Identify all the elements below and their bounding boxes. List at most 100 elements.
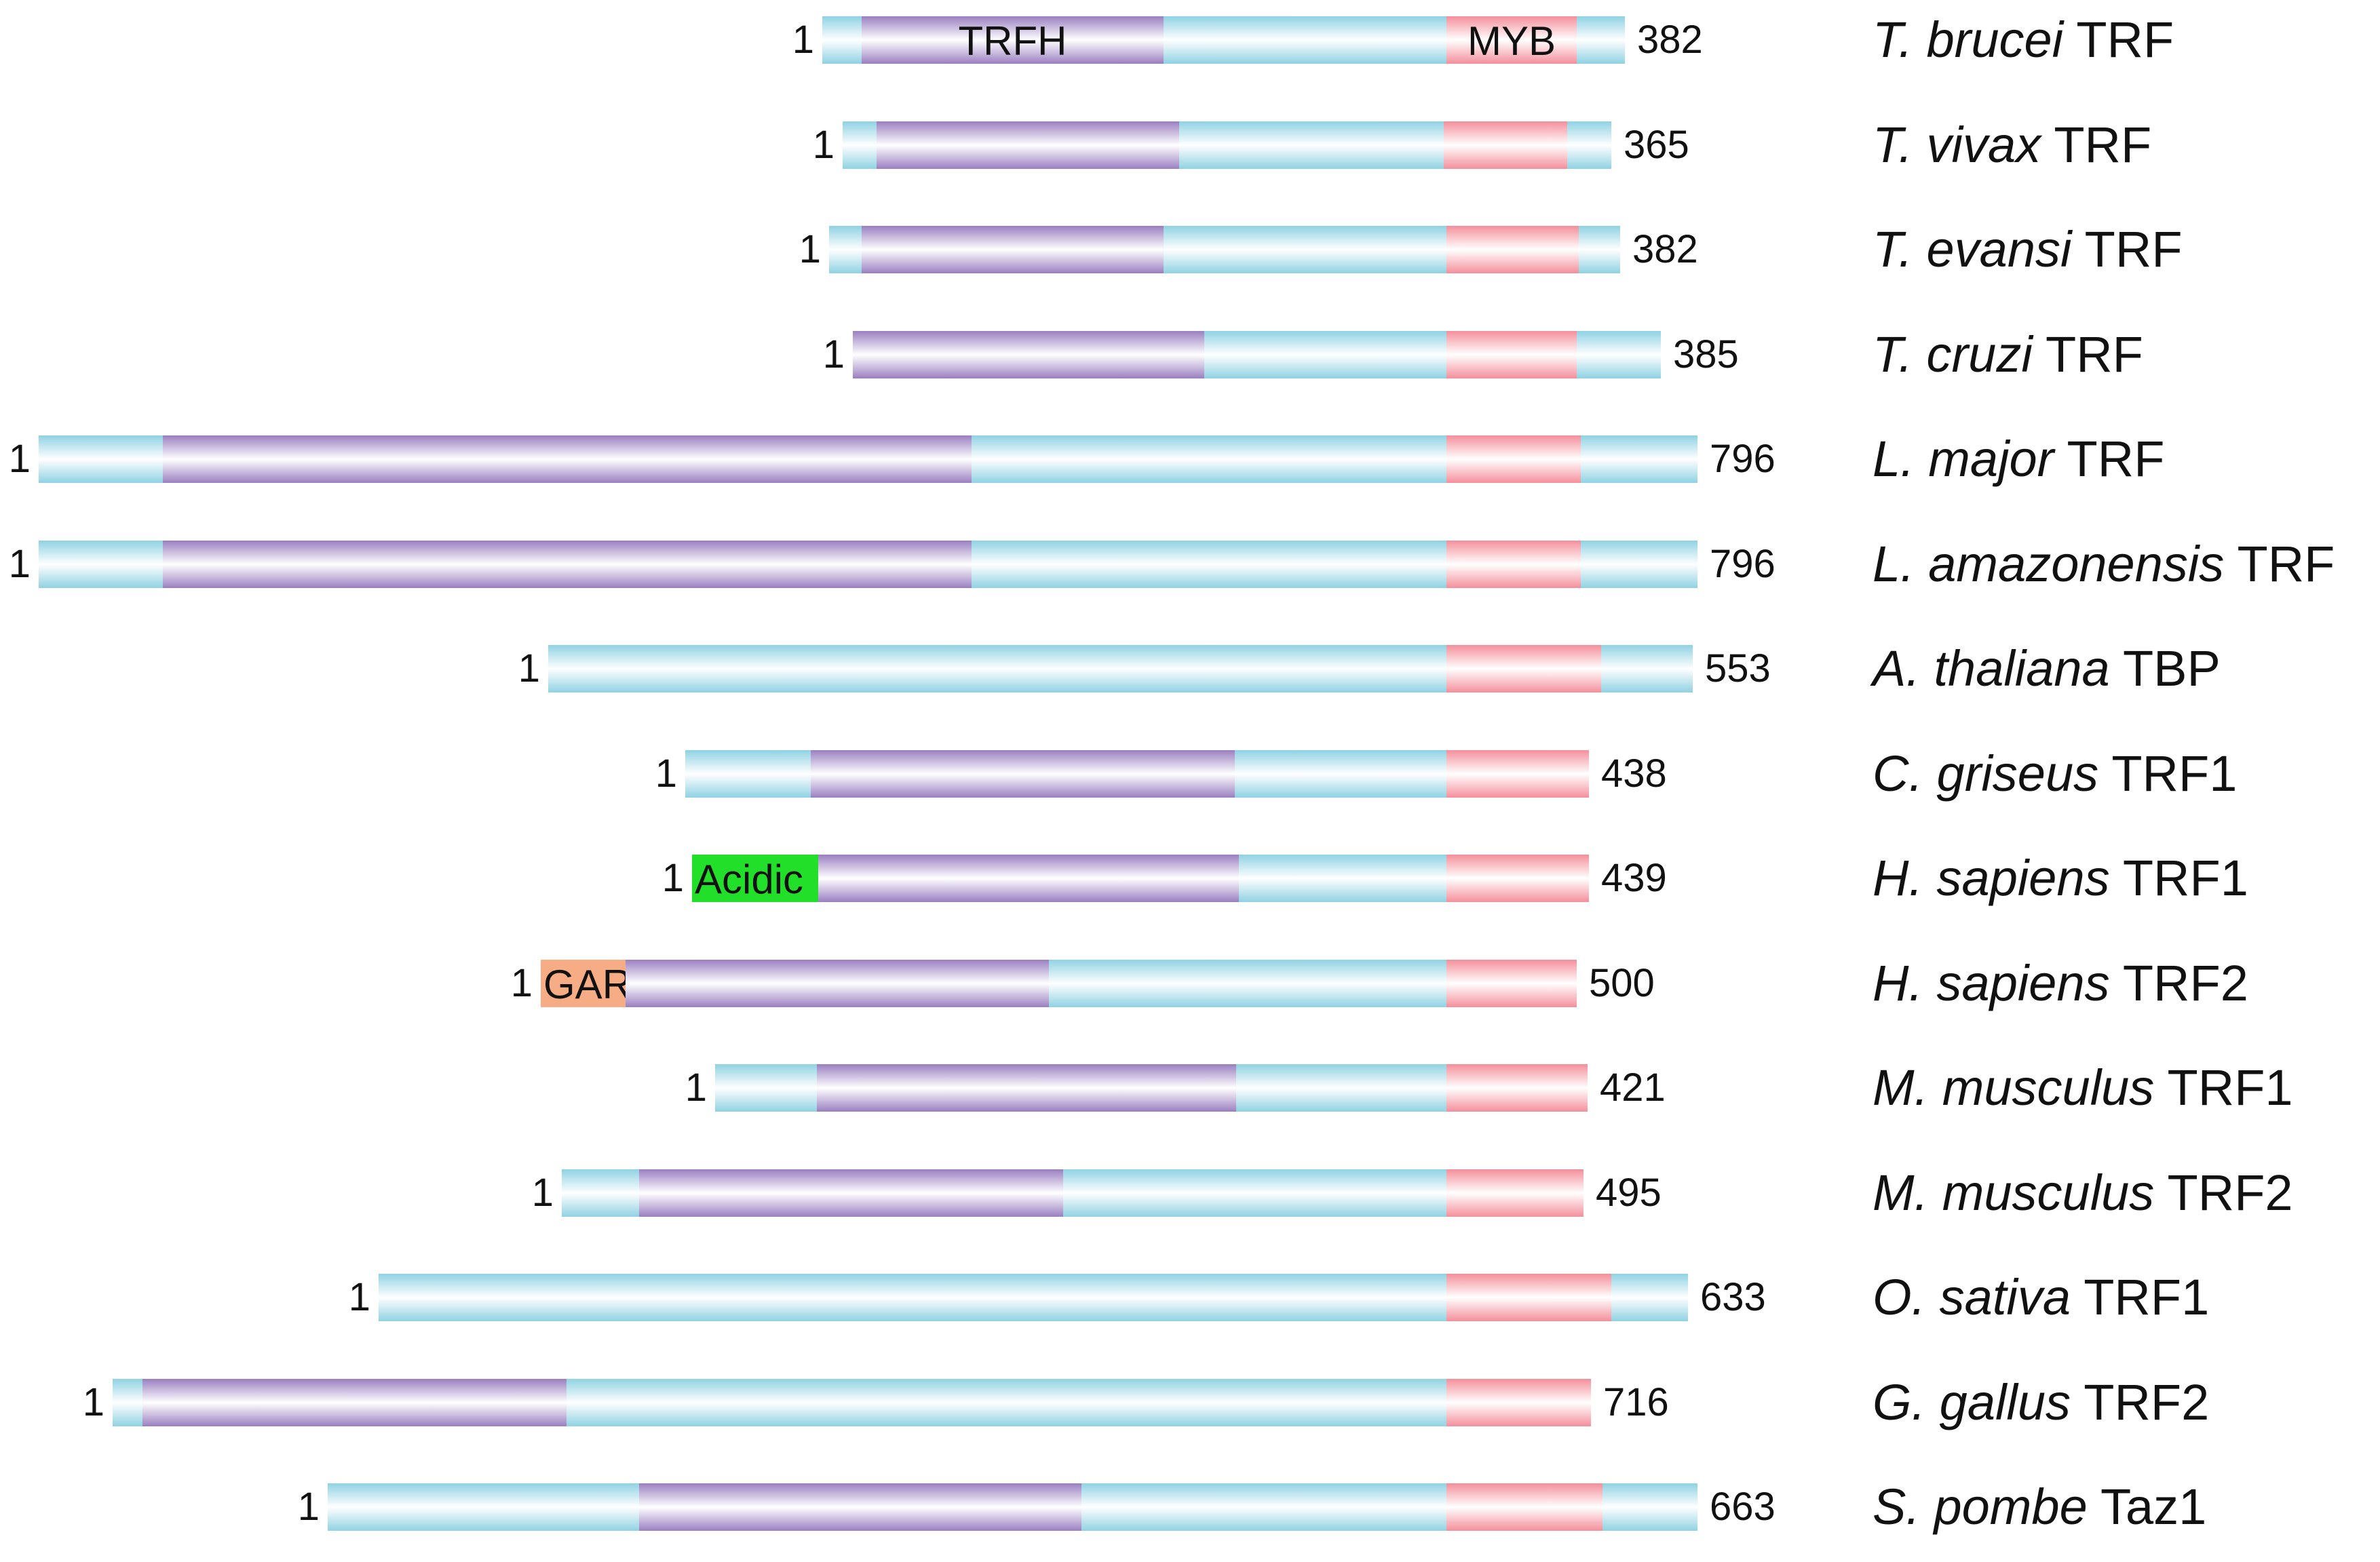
protein-name: TRF (2067, 431, 2165, 487)
protein-row: 1 385 T. cruzi TRF (0, 315, 2380, 410)
protein-name-label: T. cruzi TRF (1873, 324, 2143, 385)
species-name: T. brucei (1873, 12, 2064, 68)
end-position-label: 385 (1673, 332, 1739, 376)
species-name: T. vivax (1873, 116, 2041, 173)
protein-name: TRF2 (2167, 1164, 2293, 1221)
trfh-domain (142, 1378, 567, 1426)
trfh-domain (163, 435, 972, 483)
trfh-domain (639, 1169, 1063, 1217)
end-position-label: 500 (1589, 960, 1655, 1005)
protein-name: TRF (2084, 221, 2183, 277)
trfh-domain-label: TRFH (958, 18, 1067, 64)
gar-domain (541, 959, 626, 1007)
end-position-label: 382 (1637, 18, 1703, 62)
end-position-label: 553 (1705, 646, 1771, 690)
myb-domain (1446, 645, 1601, 692)
protein-name-label: T. evansi TRF (1873, 219, 2183, 280)
protein-name-label: L. major TRF (1873, 429, 2164, 490)
protein-row: 1 382 T. evansi TRF (0, 210, 2380, 305)
start-position-label: 1 (799, 227, 821, 271)
end-position-label: 633 (1700, 1275, 1766, 1319)
protein-row: 1 421 M. musculus TRF1 (0, 1048, 2380, 1143)
trfh-domain (626, 959, 1049, 1007)
species-name: M. musculus (1873, 1164, 2155, 1221)
myb-domain (1446, 1064, 1588, 1112)
end-position-label: 382 (1632, 227, 1698, 271)
start-position-label: 1 (510, 960, 533, 1005)
myb-domain (1446, 749, 1589, 798)
start-position-label: 1 (348, 1275, 370, 1319)
species-name: S. pombe (1873, 1479, 2088, 1535)
trfh-domain (818, 855, 1239, 902)
protein-row: Acidic 1 439 H. sapiens TRF1 (0, 838, 2380, 933)
myb-domain (1446, 435, 1581, 483)
protein-row: 1 553 A. thaliana TBP (0, 629, 2380, 724)
protein-name-label: C. griseus TRF1 (1873, 743, 2237, 804)
protein-row: 1 796 L. major TRF (0, 419, 2380, 514)
protein-name: TRF1 (2167, 1059, 2293, 1116)
start-position-label: 1 (685, 1066, 707, 1110)
species-name: H. sapiens (1873, 850, 2110, 906)
protein-row: 1 365 T. vivax TRF (0, 105, 2380, 200)
protein-name: TBP (2122, 640, 2221, 697)
myb-domain (1446, 16, 1577, 64)
trfh-domain (862, 226, 1164, 273)
protein-name: TRF (2237, 535, 2335, 592)
protein-row: 1 495 M. musculus TRF2 (0, 1153, 2380, 1248)
start-position-label: 1 (655, 751, 677, 796)
protein-name-label: H. sapiens TRF1 (1873, 848, 2248, 909)
myb-domain (1446, 1378, 1591, 1426)
myb-domain (1446, 1274, 1611, 1321)
protein-name-label: S. pombe Taz1 (1873, 1477, 2206, 1538)
species-name: M. musculus (1873, 1059, 2155, 1116)
trfh-domain (853, 330, 1204, 378)
protein-name-label: M. musculus TRF1 (1873, 1057, 2293, 1118)
trfh-domain (862, 16, 1164, 64)
acidic-domain-label: Acidic (695, 857, 804, 902)
trfh-domain (817, 1064, 1236, 1112)
protein-name-label: T. vivax TRF (1873, 115, 2151, 176)
protein-name-label: A. thaliana TBP (1873, 638, 2221, 699)
protein-name: Taz1 (2100, 1479, 2207, 1535)
trfh-domain (877, 121, 1179, 169)
end-position-label: 439 (1601, 856, 1667, 900)
protein-name-label: M. musculus TRF2 (1873, 1163, 2293, 1224)
myb-domain (1446, 540, 1581, 588)
end-position-label: 796 (1710, 437, 1776, 481)
end-position-label: 663 (1710, 1485, 1776, 1529)
protein-name-label: H. sapiens TRF2 (1873, 953, 2248, 1014)
species-name: O. sativa (1873, 1269, 2071, 1325)
protein-name: TRF (2076, 12, 2174, 68)
start-position-label: 1 (297, 1485, 320, 1529)
start-position-label: 1 (518, 646, 540, 690)
myb-domain (1446, 855, 1589, 902)
protein-name: TRF1 (2122, 850, 2248, 906)
protein-name: TRF2 (2122, 954, 2248, 1011)
protein-name: TRF1 (2111, 745, 2238, 802)
protein-row: 1 663 S. pombe Taz1 (0, 1467, 2380, 1562)
myb-domain-label: MYB (1467, 18, 1556, 64)
start-position-label: 1 (822, 332, 845, 376)
protein-name-label: O. sativa TRF1 (1873, 1267, 2209, 1328)
protein-name-label: L. amazonensis TRF (1873, 534, 2335, 595)
protein-name: TRF (2046, 326, 2143, 383)
protein-name: TRF1 (2084, 1269, 2210, 1325)
myb-domain (1446, 330, 1577, 378)
protein-row: 1 438 C. griseus TRF1 (0, 734, 2380, 829)
myb-domain (1446, 959, 1577, 1007)
start-position-label: 1 (531, 1170, 554, 1215)
trfh-domain (639, 1483, 1081, 1531)
start-position-label: 1 (812, 122, 834, 167)
myb-domain (1446, 1169, 1584, 1217)
protein-row: TRFH MYB 1 382 T. brucei TRF (0, 0, 2380, 95)
gar-domain-label: GAR (543, 961, 632, 1007)
species-name: G. gallus (1873, 1373, 2071, 1430)
end-position-label: 438 (1601, 751, 1667, 796)
start-position-label: 1 (661, 856, 684, 900)
protein-row: 1 633 O. sativa TRF1 (0, 1257, 2380, 1352)
start-position-label: 1 (8, 437, 31, 481)
protein-name-label: G. gallus TRF2 (1873, 1372, 2209, 1433)
protein-name: TRF (2054, 116, 2152, 173)
end-position-label: 365 (1624, 122, 1689, 167)
